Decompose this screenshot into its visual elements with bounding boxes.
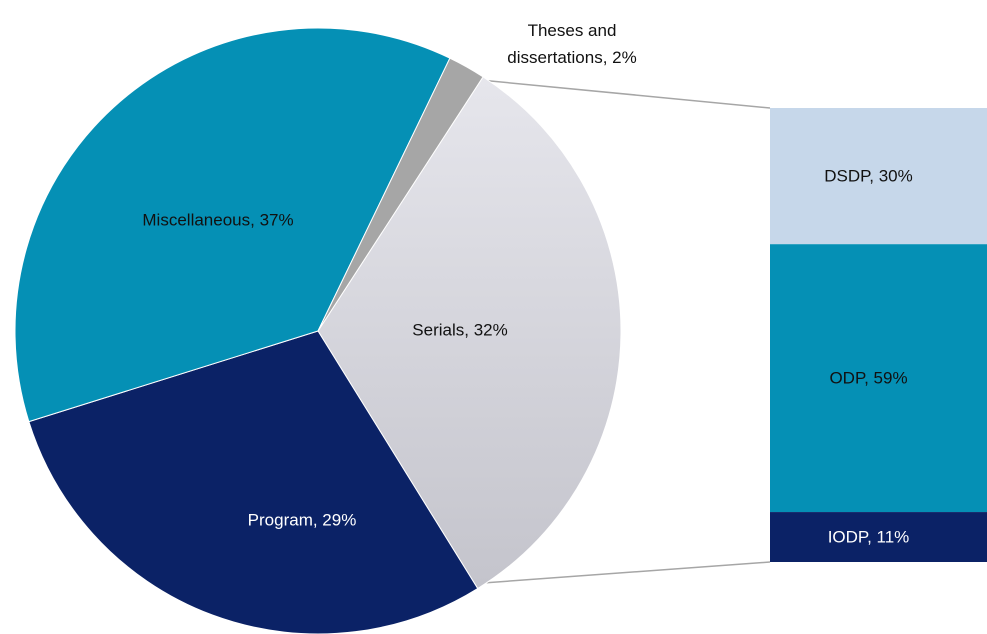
data-label: DSDP, 30% xyxy=(824,166,913,186)
pie-slice xyxy=(317,76,622,590)
pie-slice xyxy=(28,330,479,634)
connector-line xyxy=(479,79,771,109)
data-label: ODP, 59% xyxy=(829,368,908,388)
data-label: Miscellaneous, 37% xyxy=(142,210,294,230)
pie-slice xyxy=(14,27,451,423)
pie-slice xyxy=(317,57,484,332)
bar-segment xyxy=(770,512,987,562)
data-label: Program, 29% xyxy=(247,510,357,530)
connector-line xyxy=(482,561,771,584)
data-label: IODP, 11% xyxy=(827,527,910,547)
data-label: Serials, 32% xyxy=(412,320,508,340)
data-label: Theses and dissertations, 2% xyxy=(507,21,637,67)
bar-segment xyxy=(770,244,987,513)
bar-segment xyxy=(770,108,987,245)
